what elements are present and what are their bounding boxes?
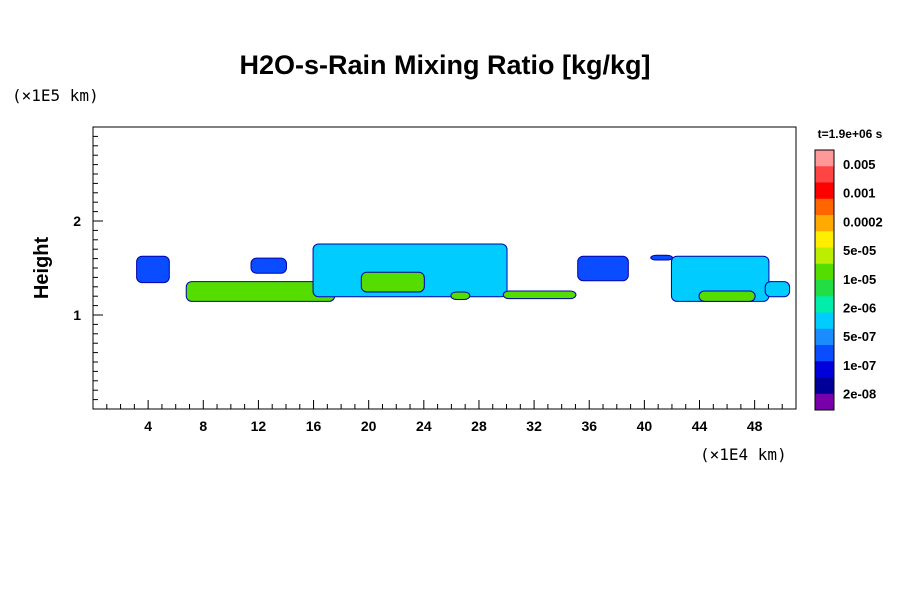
x-tick-label: 20 bbox=[361, 418, 377, 434]
x-tick-label: 48 bbox=[747, 418, 763, 434]
y-axis-unit: (×1E5 km) bbox=[12, 86, 99, 105]
plot-frame bbox=[92, 126, 797, 410]
x-tick-label: 40 bbox=[637, 418, 653, 434]
x-tick-label: 12 bbox=[251, 418, 267, 434]
rain-region bbox=[578, 256, 628, 281]
colorbar-swatch bbox=[815, 296, 834, 313]
colorbar-swatch bbox=[815, 280, 834, 297]
rain-region bbox=[765, 282, 790, 297]
rain-region bbox=[451, 292, 470, 300]
rain-region bbox=[186, 282, 335, 301]
plot-regions bbox=[136, 243, 791, 302]
colorbar-label: 0.001 bbox=[843, 186, 876, 201]
x-tick-label: 16 bbox=[306, 418, 322, 434]
colorbar-label: 0.005 bbox=[843, 157, 876, 172]
x-axis-ticks: 4 8 12 16 20 24 28 32 36 40 44 48 bbox=[106, 400, 783, 434]
x-tick-label: 44 bbox=[692, 418, 708, 434]
colorbar-label: 1e-05 bbox=[843, 272, 876, 287]
colorbar-swatch bbox=[815, 215, 834, 232]
colorbar-swatch bbox=[815, 247, 834, 265]
x-tick-label: 8 bbox=[199, 418, 207, 434]
x-tick-label: 32 bbox=[526, 418, 542, 434]
colorbar-swatch bbox=[815, 150, 834, 167]
colorbar-swatch bbox=[815, 198, 834, 216]
colorbar-label: 5e-07 bbox=[843, 329, 876, 344]
y-tick-label: 1 bbox=[73, 307, 81, 323]
colorbar: 0.005 0.001 0.0002 5e-05 1e-05 2e-06 5e-07 1e-0… bbox=[814, 149, 883, 411]
colorbar-label: 2e-08 bbox=[843, 387, 876, 402]
colorbar-label: 2e-06 bbox=[843, 301, 876, 316]
rain-region bbox=[651, 255, 672, 260]
y-axis-label: Height bbox=[31, 237, 53, 300]
chart-title: H2O-s-Rain Mixing Ratio [kg/kg] bbox=[239, 50, 650, 80]
y-axis-ticks: 12 bbox=[73, 135, 103, 401]
rain-region bbox=[361, 272, 424, 292]
colorbar-swatch bbox=[815, 393, 834, 411]
colorbar-swatch bbox=[815, 328, 834, 346]
colorbar-frame bbox=[814, 149, 835, 411]
colorbar-swatch bbox=[815, 182, 834, 200]
x-axis-unit: (×1E4 km) bbox=[700, 445, 787, 464]
colorbar-label: 0.0002 bbox=[843, 214, 883, 229]
colorbar-swatch bbox=[815, 377, 834, 395]
colorbar-label: 5e-05 bbox=[843, 243, 876, 258]
x-tick-label: 4 bbox=[144, 418, 152, 434]
x-tick-label: 24 bbox=[416, 418, 432, 434]
colorbar-swatch bbox=[815, 345, 834, 362]
colorbar-swatch bbox=[815, 231, 834, 248]
time-label: t=1.9e+06 s bbox=[818, 127, 883, 141]
colorbar-label: 1e-07 bbox=[843, 358, 876, 373]
rain-region bbox=[671, 256, 769, 301]
colorbar-swatch bbox=[815, 361, 834, 378]
rain-region bbox=[699, 291, 755, 301]
colorbar-swatch bbox=[815, 166, 834, 183]
colorbar-swatch bbox=[815, 263, 834, 281]
rain-region bbox=[137, 256, 169, 283]
y-tick-label: 2 bbox=[73, 213, 81, 229]
rain-region bbox=[503, 291, 576, 299]
x-tick-label: 28 bbox=[471, 418, 487, 434]
x-tick-label: 36 bbox=[581, 418, 597, 434]
colorbar-swatch bbox=[815, 312, 834, 330]
rain-region bbox=[251, 258, 286, 273]
